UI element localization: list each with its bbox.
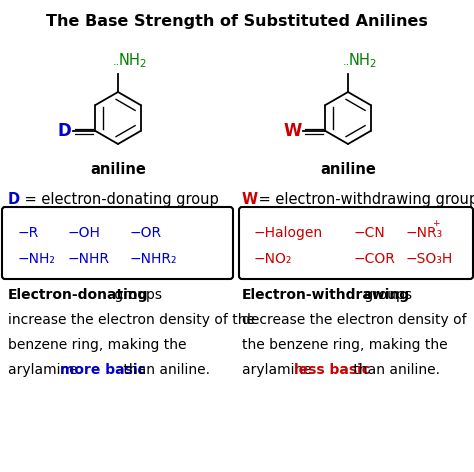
Text: Electron-withdrawing: Electron-withdrawing: [242, 288, 410, 302]
Text: −NO₂: −NO₂: [254, 252, 292, 266]
Text: aniline: aniline: [320, 162, 376, 177]
Text: The Base Strength of Substituted Anilines: The Base Strength of Substituted Aniline…: [46, 14, 428, 29]
Text: −OH: −OH: [68, 226, 101, 240]
Text: −NH₂: −NH₂: [18, 252, 56, 266]
Text: more basic: more basic: [60, 363, 146, 377]
Text: W: W: [242, 192, 258, 207]
Text: −OR: −OR: [130, 226, 162, 240]
Text: D: D: [8, 192, 20, 207]
Text: NH$_2$: NH$_2$: [348, 51, 377, 70]
Text: −R: −R: [18, 226, 39, 240]
Text: increase the electron density of the: increase the electron density of the: [8, 313, 255, 327]
Text: benzene ring, making the: benzene ring, making the: [8, 338, 186, 352]
Text: = electron-withdrawing group: = electron-withdrawing group: [254, 192, 474, 207]
Text: ··: ··: [112, 60, 119, 70]
Text: −COR: −COR: [354, 252, 396, 266]
Text: arylamine: arylamine: [242, 363, 316, 377]
Text: W: W: [283, 122, 301, 140]
FancyBboxPatch shape: [239, 207, 473, 279]
Text: than aniline.: than aniline.: [119, 363, 210, 377]
Text: −SO₃H: −SO₃H: [406, 252, 453, 266]
Text: the benzene ring, making the: the benzene ring, making the: [242, 338, 447, 352]
Text: decrease the electron density of: decrease the electron density of: [242, 313, 466, 327]
FancyBboxPatch shape: [2, 207, 233, 279]
Text: than aniline.: than aniline.: [349, 363, 440, 377]
Text: +: +: [432, 219, 439, 228]
Text: = electron-donating group: = electron-donating group: [20, 192, 219, 207]
Text: Electron-donating: Electron-donating: [8, 288, 148, 302]
Text: less basic: less basic: [294, 363, 370, 377]
Text: aniline: aniline: [90, 162, 146, 177]
Text: groups: groups: [110, 288, 162, 302]
Text: NH$_2$: NH$_2$: [118, 51, 147, 70]
Text: arylamine: arylamine: [8, 363, 82, 377]
Text: −Halogen: −Halogen: [254, 226, 323, 240]
Text: groups: groups: [360, 288, 412, 302]
Text: −NR₃: −NR₃: [406, 226, 443, 240]
Text: ··: ··: [342, 60, 350, 70]
Text: D: D: [58, 122, 72, 140]
Text: −CN: −CN: [354, 226, 386, 240]
Text: −NHR: −NHR: [68, 252, 110, 266]
Text: −NHR₂: −NHR₂: [130, 252, 177, 266]
